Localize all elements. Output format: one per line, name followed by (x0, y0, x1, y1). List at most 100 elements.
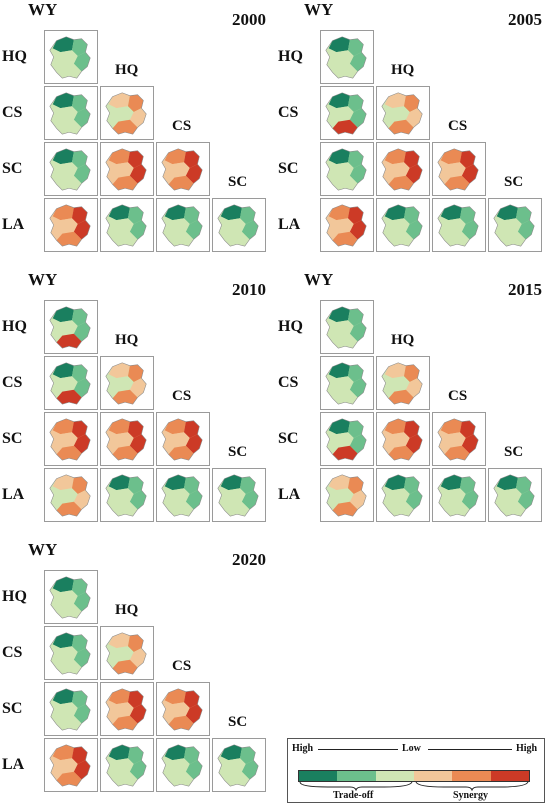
row-label-cs: CS (2, 104, 23, 121)
map-cell (212, 738, 266, 792)
legend-arrow-right (428, 749, 512, 750)
legend-swatch-mid-green (337, 771, 376, 781)
map-cell (44, 198, 98, 252)
row-label-hq: HQ (2, 318, 27, 335)
column-label-hq: HQ (391, 62, 415, 78)
map-cell (100, 682, 154, 736)
map-cell (156, 738, 210, 792)
row-label-cs: CS (278, 374, 299, 391)
map-cell (432, 412, 486, 466)
row-label-sc: SC (278, 160, 299, 177)
map-cell (100, 468, 154, 522)
row-label-cs: CS (2, 374, 23, 391)
column-label-hq: HQ (391, 332, 415, 348)
legend-swatch-light-green (375, 771, 414, 781)
map-cell (320, 198, 374, 252)
map-cell (44, 570, 98, 624)
column-label-cs: CS (172, 658, 192, 674)
row-label-sc: SC (2, 430, 23, 447)
column-label-sc: SC (504, 444, 524, 460)
legend-swatch-mid-orange (452, 771, 491, 781)
column-label-sc: SC (228, 174, 248, 190)
row-label-cs: CS (278, 104, 299, 121)
map-cell (156, 198, 210, 252)
map-cell (432, 198, 486, 252)
year-label: 2010 (232, 280, 266, 299)
map-cell (44, 738, 98, 792)
map-cell (100, 356, 154, 410)
map-cell (44, 468, 98, 522)
column-label-sc: SC (228, 714, 248, 730)
column-label-wy: WY (304, 0, 334, 19)
row-label-hq: HQ (278, 48, 303, 65)
column-label-hq: HQ (115, 332, 139, 348)
panel-2000: WY 2000 HQ CS SC LA HQ CS SC (0, 0, 270, 265)
map-cell (100, 142, 154, 196)
column-label-cs: CS (172, 118, 192, 134)
map-cell (432, 468, 486, 522)
column-label-cs: CS (448, 388, 468, 404)
legend-high-left: High (292, 743, 314, 754)
legend-brace (299, 781, 529, 791)
map-cell (376, 142, 430, 196)
map-cell (320, 142, 374, 196)
row-label-sc: SC (2, 700, 23, 717)
row-label-la: LA (2, 216, 25, 233)
column-label-wy: WY (28, 540, 58, 559)
map-cell (44, 682, 98, 736)
map-cell (376, 468, 430, 522)
legend-swatch-light-orange (413, 771, 453, 781)
row-label-cs: CS (2, 644, 23, 661)
column-label-wy: WY (28, 270, 58, 289)
column-label-sc: SC (228, 444, 248, 460)
legend-arrow-left (318, 749, 398, 750)
map-cell (376, 86, 430, 140)
map-cell (212, 468, 266, 522)
column-label-hq: HQ (115, 602, 139, 618)
year-label: 2000 (232, 10, 266, 29)
panel-2015: WY 2015 HQ CS SC LA HQ CS SC (276, 270, 546, 535)
map-cell (156, 142, 210, 196)
year-label: 2015 (508, 280, 542, 299)
map-cell (156, 412, 210, 466)
legend-tradeoff: Trade-off (333, 790, 374, 801)
column-label-wy: WY (28, 0, 58, 19)
map-cell (320, 86, 374, 140)
column-label-sc: SC (504, 174, 524, 190)
map-cell (320, 468, 374, 522)
map-cell (320, 30, 374, 84)
map-cell (488, 198, 542, 252)
map-cell (376, 198, 430, 252)
legend: High Low High Trade-off Synergy (287, 738, 545, 803)
legend-low: Low (402, 743, 421, 754)
column-label-cs: CS (172, 388, 192, 404)
column-label-hq: HQ (115, 62, 139, 78)
panel-2010: WY 2010 HQ CS SC LA HQ CS SC (0, 270, 270, 535)
map-cell (100, 86, 154, 140)
row-label-hq: HQ (278, 318, 303, 335)
map-cell (320, 300, 374, 354)
row-label-la: LA (2, 486, 25, 503)
legend-high-right: High (516, 743, 538, 754)
panel-2020: WY 2020 HQ CS SC LA HQ CS SC (0, 540, 270, 805)
row-label-sc: SC (278, 430, 299, 447)
map-cell (432, 142, 486, 196)
legend-color-bar (298, 770, 530, 782)
map-cell (100, 626, 154, 680)
legend-synergy: Synergy (453, 790, 488, 801)
map-cell (100, 738, 154, 792)
map-cell (156, 468, 210, 522)
map-cell (156, 682, 210, 736)
row-label-hq: HQ (2, 588, 27, 605)
map-cell (44, 412, 98, 466)
row-label-la: LA (278, 216, 301, 233)
map-cell (44, 86, 98, 140)
column-label-wy: WY (304, 270, 334, 289)
map-cell (320, 356, 374, 410)
row-label-sc: SC (2, 160, 23, 177)
row-label-la: LA (278, 486, 301, 503)
map-cell (44, 30, 98, 84)
map-cell (376, 412, 430, 466)
map-cell (100, 198, 154, 252)
map-cell (212, 198, 266, 252)
